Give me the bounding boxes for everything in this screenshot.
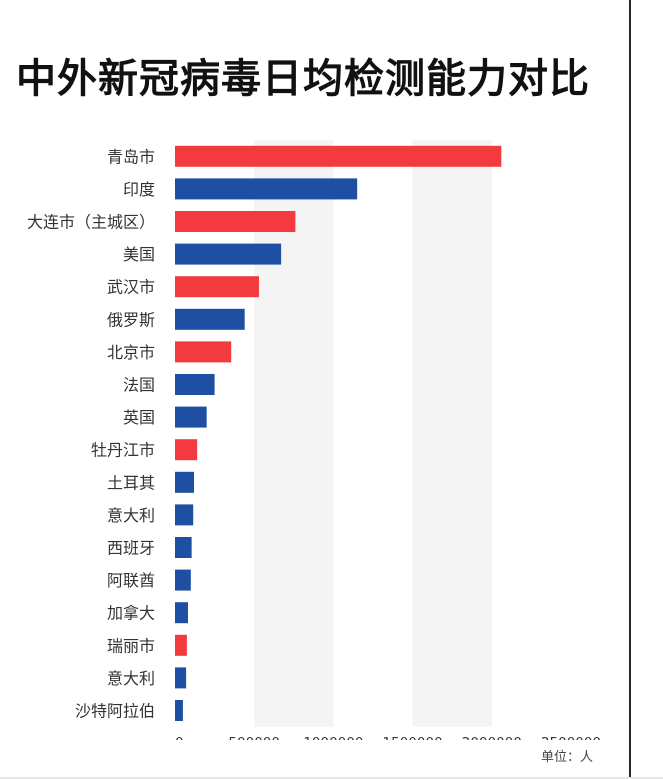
category-label: 大连市（主城区） [27,213,155,232]
bar-13 [175,537,192,558]
unit-note: 单位：人 [541,750,594,765]
category-label: 沙特阿拉伯 [75,702,155,721]
bar-8 [175,374,215,395]
category-label: 土耳其 [107,473,155,492]
x-tick-label: 2000000 [462,735,522,740]
category-label: 意大利 [107,506,155,525]
bar-16 [175,634,187,656]
category-label: 美国 [123,245,155,264]
category-label: 北京市 [107,343,155,362]
bar-9 [175,406,207,428]
category-label: 印度 [123,180,155,199]
bar-1 [175,145,502,167]
category-label: 牡丹江市 [91,441,155,460]
bar-18 [175,700,183,721]
bottom-border-line [0,777,663,779]
chart-title: 中外新冠病毒日均检测能力对比 [16,56,590,102]
bar-2 [175,178,358,200]
category-label: 瑞丽市 [107,636,155,655]
category-label: 意大利 [107,669,155,688]
category-label: 俄罗斯 [107,310,155,329]
bar-10 [175,439,198,461]
x-tick-label: 1500000 [383,735,443,740]
bar-15 [175,602,188,624]
right-border-line [629,0,631,779]
category-label: 武汉市 [107,278,155,297]
category-label: 英国 [123,408,155,427]
bar-14 [175,569,191,591]
bar-11 [175,471,195,493]
x-tick-label: 0 [175,735,184,740]
grid-band [412,140,492,727]
category-label: 青岛市 [107,147,155,166]
category-label: 西班牙 [107,539,155,558]
bar-5 [175,276,259,298]
x-tick-label: 1000000 [303,735,363,740]
bar-chart: 青岛市印度大连市（主城区）美国武汉市俄罗斯北京市法国英国牡丹江市土耳其意大利西班… [27,140,601,740]
category-label: 法国 [123,376,155,395]
bar-12 [175,504,194,526]
bar-6 [175,308,245,330]
category-label: 加拿大 [107,604,155,623]
bar-7 [175,341,232,363]
x-tick-label: 2500000 [541,735,601,740]
grid-band [254,140,334,727]
category-label: 阿联酋 [107,571,155,590]
bar-17 [175,667,187,689]
x-tick-label: 500000 [228,735,280,740]
bar-3 [175,211,296,232]
bar-4 [175,243,282,265]
